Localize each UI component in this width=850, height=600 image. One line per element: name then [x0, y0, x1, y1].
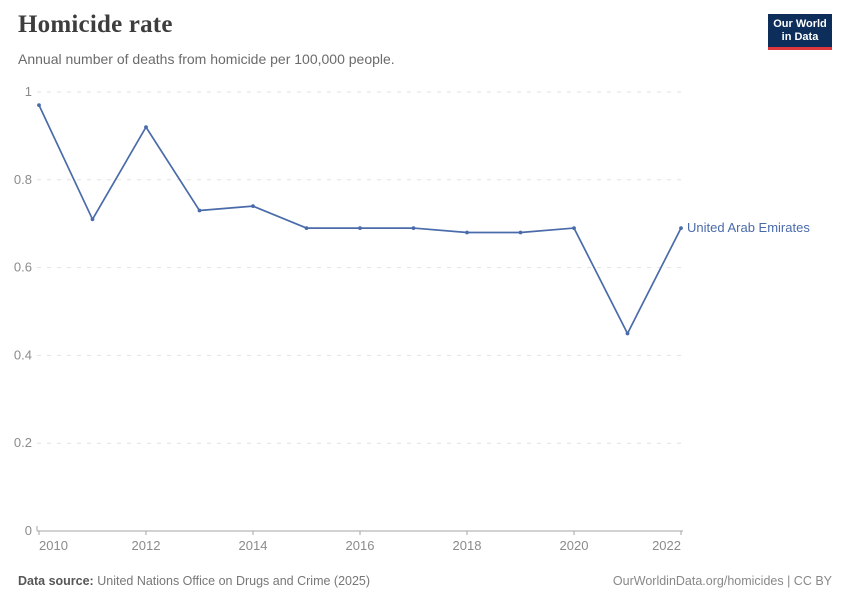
page-title: Homicide rate [18, 11, 173, 38]
owid-logo: Our World in Data [768, 14, 832, 50]
svg-text:2016: 2016 [346, 538, 375, 553]
svg-text:0: 0 [25, 523, 32, 538]
svg-text:2022: 2022 [652, 538, 681, 553]
data-source: Data source: United Nations Office on Dr… [18, 574, 370, 588]
svg-text:2014: 2014 [239, 538, 268, 553]
svg-text:1: 1 [25, 84, 32, 99]
svg-text:2012: 2012 [132, 538, 161, 553]
attribution-text: OurWorldinData.org/homicides | CC BY [612, 574, 832, 588]
svg-text:0.4: 0.4 [14, 347, 32, 362]
chart-subtitle: Annual number of deaths from homicide pe… [18, 51, 395, 67]
owid-logo-line1: Our World [773, 17, 827, 30]
svg-text:0.8: 0.8 [14, 172, 32, 187]
chart-footer: Data source: United Nations Office on Dr… [18, 574, 832, 588]
svg-text:2020: 2020 [560, 538, 589, 553]
svg-text:0.2: 0.2 [14, 435, 32, 450]
svg-text:2010: 2010 [39, 538, 68, 553]
owid-logo-line2: in Data [781, 30, 819, 43]
svg-text:2018: 2018 [453, 538, 482, 553]
svg-text:0.6: 0.6 [14, 260, 32, 275]
data-source-value: United Nations Office on Drugs and Crime… [97, 574, 371, 588]
series-end-label: United Arab Emirates [687, 220, 810, 235]
data-source-label: Data source: [18, 574, 94, 588]
